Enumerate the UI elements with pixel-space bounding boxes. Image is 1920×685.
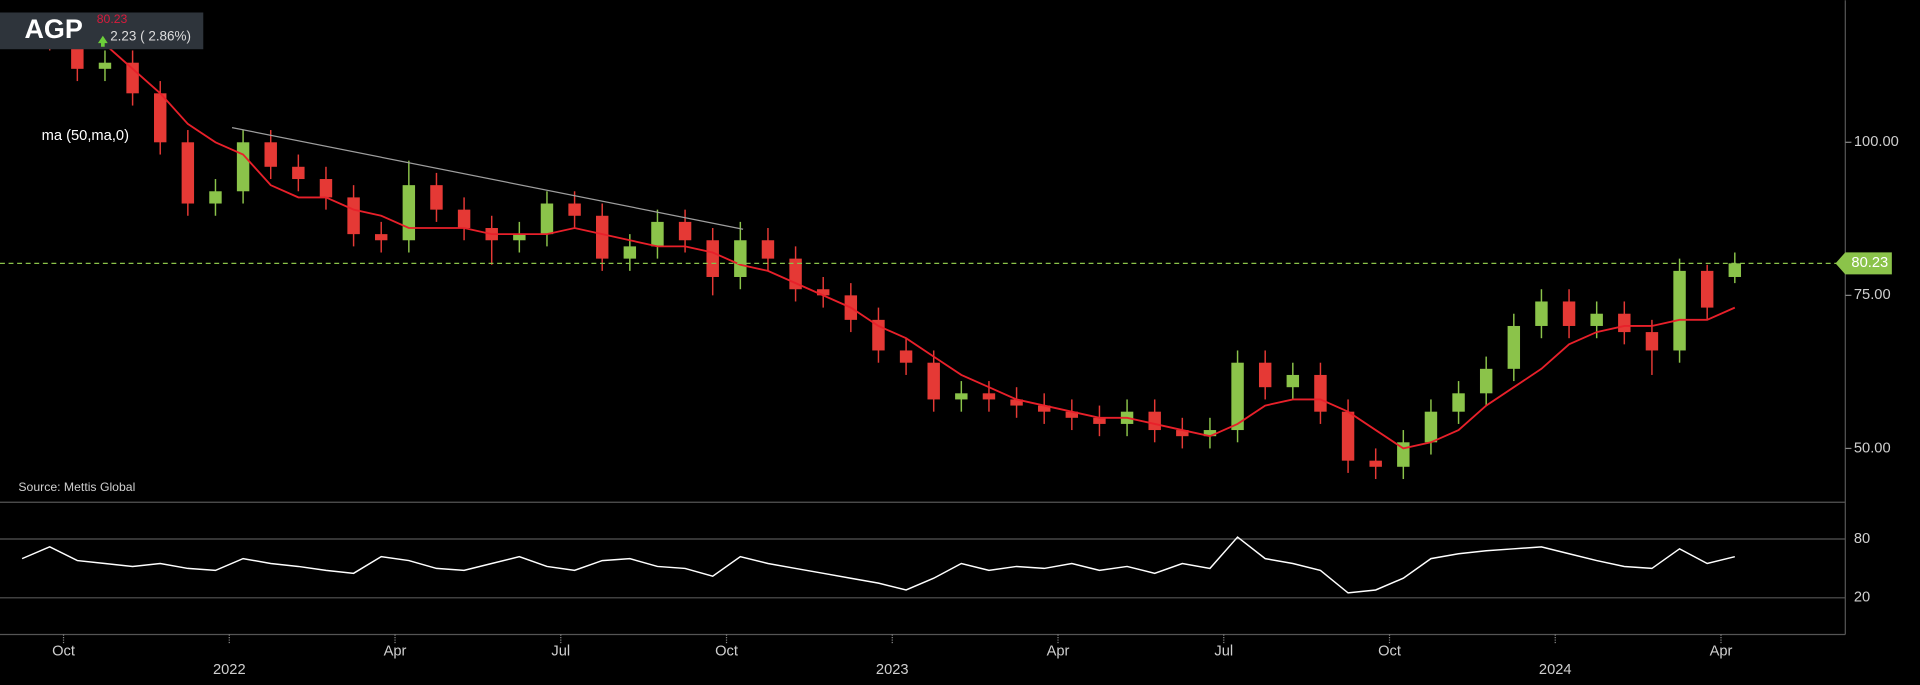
candle-body	[347, 197, 360, 235]
candle-body	[126, 62, 139, 94]
x-tick-label: Jul	[1214, 644, 1233, 660]
candle-body	[1479, 368, 1493, 394]
candle-body	[513, 234, 526, 241]
candle-body	[236, 142, 250, 192]
last-price-tag	[1835, 252, 1892, 275]
candle-body	[816, 289, 830, 296]
candle-body	[430, 185, 443, 210]
candle-body	[1535, 301, 1548, 326]
candle-body	[181, 142, 195, 204]
x-tick-label: Apr	[384, 644, 407, 660]
candle-body	[1258, 362, 1272, 388]
candle-body	[1203, 430, 1217, 437]
x-tick-label: 2024	[1539, 662, 1572, 678]
candle-body	[154, 93, 167, 143]
y-tick-label: 80	[1854, 531, 1870, 547]
candle-body	[264, 142, 277, 167]
quote-header: AGP 80.23 2.23 ( 2.86%)	[0, 12, 204, 50]
candle-body	[1314, 374, 1327, 412]
candle-body	[209, 191, 222, 204]
last-price-label: 80.23	[1851, 255, 1888, 271]
candle-body	[1176, 430, 1189, 437]
moving-average-line	[76, 31, 1736, 450]
candle-body	[1010, 399, 1023, 406]
up-arrow	[97, 35, 108, 47]
candle-body	[457, 209, 471, 229]
ticker: AGP	[24, 14, 82, 44]
candle-body	[1645, 332, 1659, 351]
candle-body	[1148, 411, 1161, 431]
candle-body	[982, 393, 996, 400]
candle-body	[402, 185, 416, 241]
candle-body	[1618, 313, 1631, 333]
legend-label: ma (50,ma,0)	[42, 128, 129, 144]
candle-body	[899, 350, 913, 363]
candle-body	[1065, 411, 1079, 418]
x-tick-label: Apr	[1047, 644, 1070, 660]
candle-body	[1562, 301, 1576, 326]
candle-body	[927, 362, 940, 400]
candle-body	[1507, 325, 1521, 369]
y-tick-label: 20	[1854, 590, 1870, 606]
candle-body	[1286, 374, 1300, 388]
candle-body	[540, 203, 554, 235]
quote-price: 80.23	[97, 12, 128, 26]
candle-body	[568, 203, 581, 216]
candle-body	[1231, 362, 1244, 431]
candle-body	[1424, 411, 1438, 443]
candle-body	[1341, 411, 1355, 461]
y-tick-label: 75.00	[1854, 287, 1891, 303]
candle-body	[734, 240, 747, 277]
x-tick-label: 2023	[876, 662, 909, 678]
candle-body	[319, 179, 333, 198]
candle-body	[872, 319, 885, 351]
source-note: Source: Mettis Global	[18, 480, 135, 494]
candle-body	[595, 215, 609, 259]
y-tick-label: 100.00	[1854, 134, 1899, 150]
rsi-line	[21, 536, 1735, 594]
x-tick-label: 2022	[213, 662, 246, 678]
candle-body	[292, 166, 305, 180]
candle-body	[1369, 460, 1382, 467]
candle-body	[1673, 270, 1686, 351]
x-tick-label: Oct	[52, 644, 75, 660]
candle-body	[678, 221, 692, 241]
candle-body	[98, 62, 112, 69]
x-tick-label: Oct	[715, 644, 738, 660]
y-tick-label: 50.00	[1854, 440, 1891, 456]
candle-body	[651, 221, 664, 247]
candle-body	[375, 234, 388, 241]
x-tick-label: Apr	[1710, 644, 1733, 660]
quote-change: 2.23 ( 2.86%)	[110, 29, 191, 44]
candle-body	[706, 240, 719, 277]
candle-body	[1093, 417, 1106, 424]
candle-body	[1037, 405, 1051, 412]
candle-body	[1728, 263, 1742, 277]
candle-body	[1590, 313, 1603, 326]
candle-body	[761, 240, 775, 259]
candle-body	[1452, 393, 1465, 412]
x-tick-label: Jul	[551, 644, 570, 660]
trendline	[231, 127, 744, 230]
candle-body	[955, 393, 968, 400]
candle-body	[1700, 270, 1714, 308]
candle-body	[623, 246, 637, 259]
x-tick-label: Oct	[1378, 644, 1401, 660]
